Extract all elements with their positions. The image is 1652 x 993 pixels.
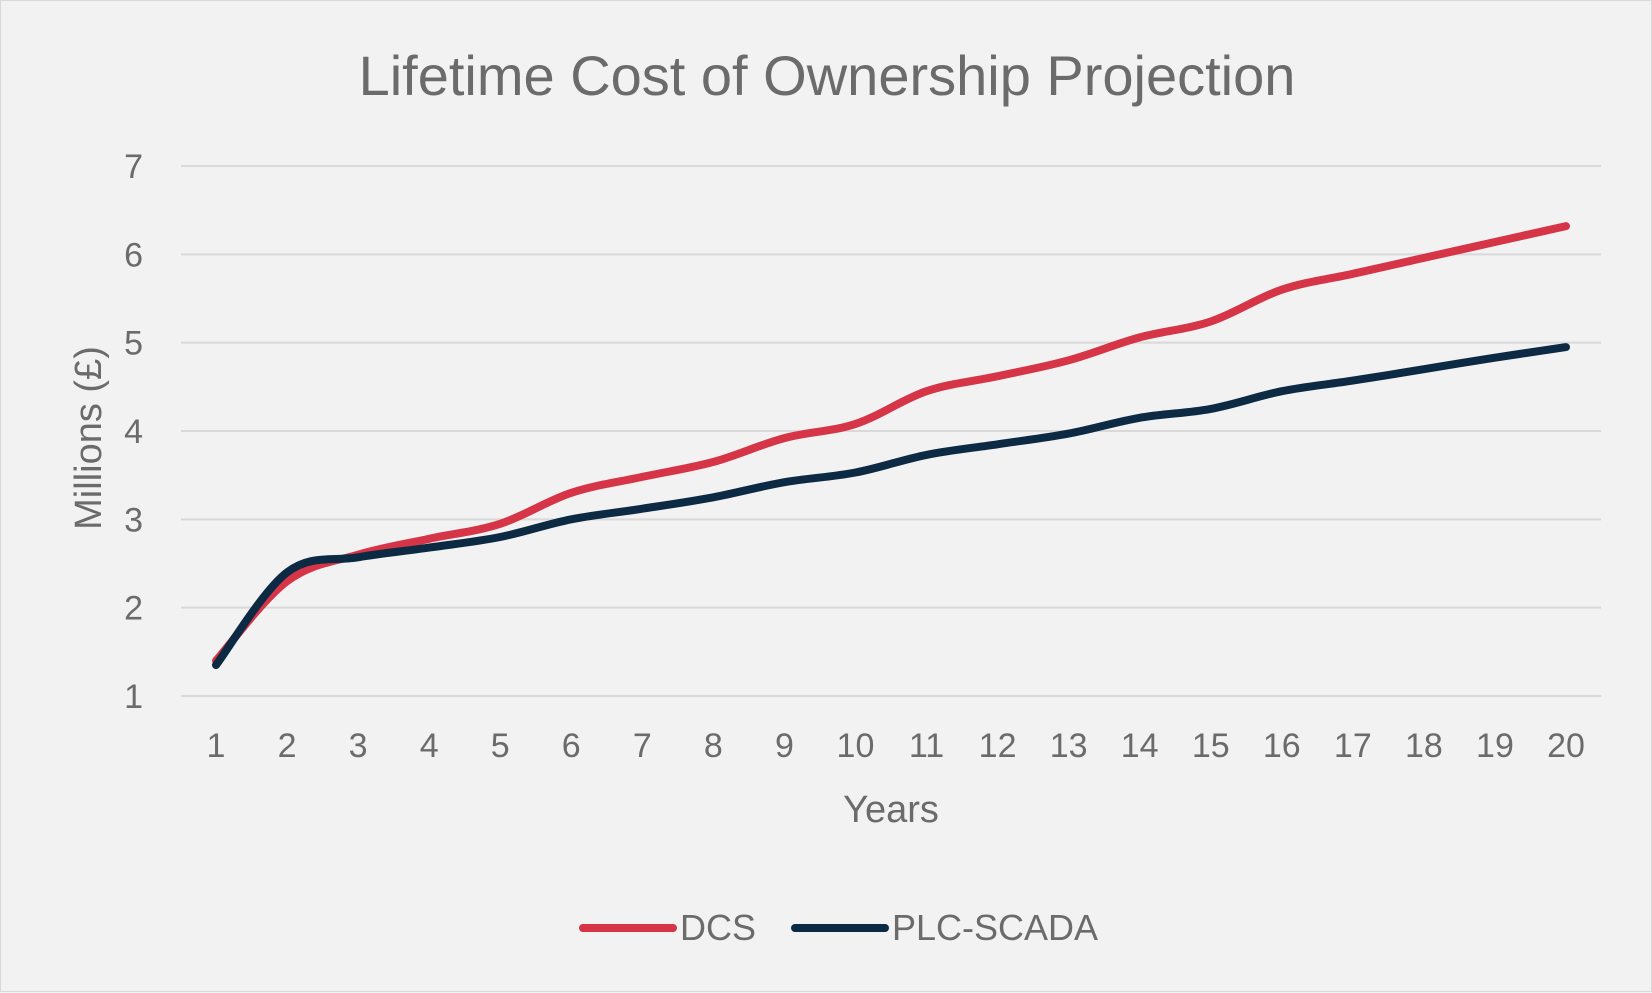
x-tick-label: 15 (1192, 727, 1230, 765)
x-tick-label: 3 (349, 727, 368, 765)
x-tick-label: 4 (420, 727, 439, 765)
y-tick-label: 6 (124, 236, 143, 274)
x-tick-label: 18 (1405, 727, 1443, 765)
x-tick-label: 6 (562, 727, 581, 765)
x-tick-label: 5 (491, 727, 510, 765)
series-line-dcs (216, 226, 1566, 661)
x-tick-label: 11 (909, 727, 944, 765)
y-tick-label: 7 (124, 148, 143, 186)
x-tick-label: 8 (704, 727, 723, 765)
legend: DCS PLC-SCADA (583, 907, 1098, 948)
x-tick-label: 2 (278, 727, 297, 765)
x-tick-label: 14 (1121, 727, 1159, 765)
x-tick-label: 17 (1334, 727, 1372, 765)
gridlines (181, 166, 1601, 696)
y-tick-label: 4 (124, 413, 143, 451)
legend-item-dcs[interactable]: DCS (583, 907, 756, 948)
x-tick-label: 13 (1050, 727, 1088, 765)
x-tick-label: 20 (1547, 727, 1585, 765)
y-tick-label: 5 (124, 325, 143, 363)
x-tick-label: 9 (775, 727, 794, 765)
x-tick-label: 16 (1263, 727, 1301, 765)
legend-item-plc-scada[interactable]: PLC-SCADA (795, 907, 1098, 948)
x-tick-label: 12 (979, 727, 1017, 765)
y-tick-label: 2 (124, 590, 143, 628)
series-lines (216, 226, 1566, 665)
x-tick-label: 10 (837, 727, 875, 765)
x-tick-label: 1 (207, 727, 226, 765)
y-axis-title: Millions (£) (68, 346, 110, 530)
series-line-plc-scada (216, 347, 1566, 665)
legend-label: DCS (680, 907, 756, 948)
legend-label: PLC-SCADA (892, 907, 1098, 948)
x-tick-label: 7 (633, 727, 652, 765)
x-axis-title: Years (843, 789, 939, 831)
x-tick-label: 19 (1476, 727, 1514, 765)
y-axis-ticks: 1 2 3 4 5 6 7 (124, 148, 143, 716)
y-tick-label: 1 (124, 678, 143, 716)
chart-title: Lifetime Cost of Ownership Projection (359, 44, 1296, 107)
y-tick-label: 3 (124, 501, 143, 539)
